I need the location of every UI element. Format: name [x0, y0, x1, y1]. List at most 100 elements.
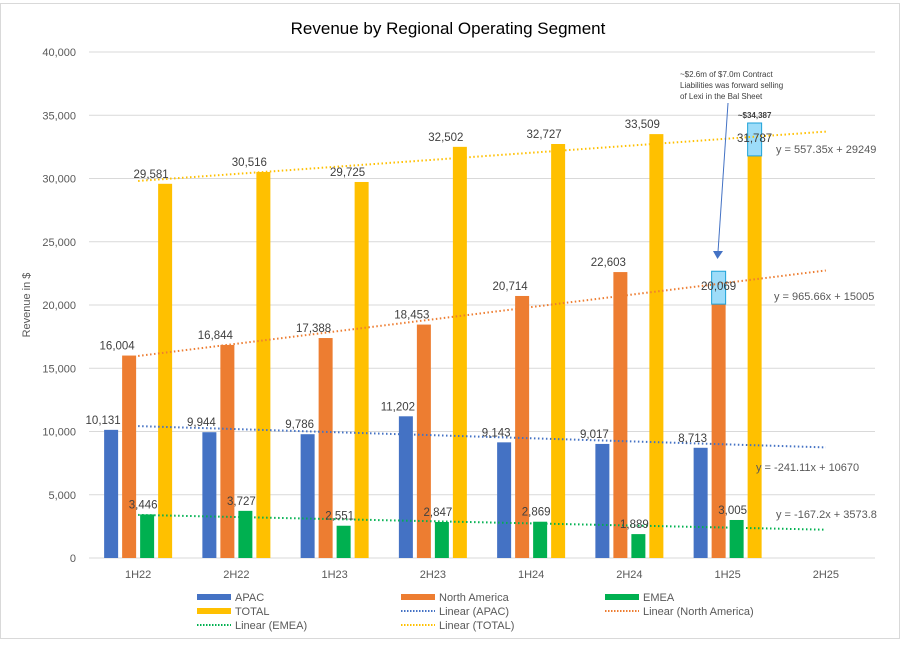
data-label-north-america: 18,453: [394, 310, 429, 322]
annotation-line-2: Liabilities was forward selling: [680, 81, 783, 90]
trendline-equation-total: y = 557.35x + 29249: [776, 144, 876, 156]
bar-apac: [398, 416, 413, 558]
y-tick-label: 0: [70, 553, 76, 565]
x-tick-label: 1H23: [321, 569, 347, 581]
x-tick-label: 2H25: [813, 569, 839, 581]
data-label-apac: 9,944: [187, 417, 216, 429]
bar-apac: [497, 442, 512, 558]
data-label-north-america: 16,004: [100, 341, 136, 353]
annotation: ~$2.6m of $7.0m Contract Liabilities was…: [680, 70, 783, 259]
y-tick-label: 5,000: [48, 490, 76, 502]
trendline-equations: y = -241.11x + 10670 y = 965.66x + 15005 y…: [756, 144, 877, 521]
legend-label: Linear (North America): [643, 606, 754, 618]
data-label-total: 32,727: [527, 129, 562, 141]
data-label-north-america: 22,603: [591, 257, 626, 269]
data-label-emea: 3,005: [718, 505, 747, 517]
trendline-apac: [138, 425, 826, 449]
legend-label: Linear (APAC): [439, 606, 509, 618]
bar-emea: [140, 514, 155, 558]
x-axis-ticks: 1H22 2H22 1H23 2H23 1H24 2H24 1H25 2H25: [125, 569, 839, 581]
highlight-label: ~$34,387: [738, 111, 772, 120]
y-tick-label: 25,000: [42, 237, 76, 249]
data-label-apac: 9,017: [580, 429, 609, 441]
data-label-total: 29,581: [134, 169, 169, 181]
data-label-emea: 2,869: [522, 507, 551, 519]
bar-apac: [693, 447, 708, 558]
data-label-emea: 3,727: [227, 496, 256, 508]
bar-apac: [202, 432, 217, 558]
data-label-apac: 9,786: [285, 419, 314, 431]
data-label-north-america: 20,714: [493, 281, 529, 293]
trendline-total: [138, 130, 826, 182]
bar-total: [649, 134, 664, 558]
data-label-north-america: 17,388: [296, 323, 331, 335]
bar-total: [747, 155, 762, 558]
y-tick-label: 40,000: [42, 47, 76, 59]
legend-label: TOTAL: [235, 606, 269, 618]
data-labels: 10,131 9,944 9,786 11,202 9,143 9,017 8,713 16,…: [86, 119, 773, 531]
bar-north-america: [711, 304, 726, 558]
annotation-line-3: of Lexi in the Bal Sheet: [680, 92, 763, 101]
highlight-box: [711, 270, 727, 305]
data-label-apac: 10,131: [86, 415, 121, 427]
bar-total: [256, 171, 271, 558]
bar-total: [452, 146, 467, 558]
highlight-boxes: ~$34,387: [711, 111, 772, 305]
data-label-north-america: 20,069: [701, 281, 736, 293]
trendline-equation-emea: y = -167.2x + 3573.8: [776, 509, 877, 521]
legend-label: North America: [439, 592, 510, 604]
gridlines: [89, 51, 875, 559]
legend-item-total: TOTAL: [197, 606, 269, 618]
legend-swatch-icon: [197, 608, 231, 614]
chart-title: Revenue by Regional Operating Segment: [291, 19, 606, 38]
bar-north-america: [515, 295, 530, 558]
bar-emea: [631, 534, 646, 558]
x-tick-label: 2H23: [420, 569, 446, 581]
data-label-apac: 11,202: [381, 401, 415, 413]
bar-total: [551, 144, 566, 558]
trendlines: [138, 130, 826, 531]
x-tick-label: 2H22: [223, 569, 249, 581]
legend-label: APAC: [235, 592, 264, 604]
bar-north-america: [416, 324, 431, 558]
x-tick-label: 1H24: [518, 569, 544, 581]
data-label-total: 30,516: [232, 157, 267, 169]
bar-apac: [104, 429, 119, 558]
data-label-emea: 3,446: [129, 499, 158, 511]
bar-emea: [533, 521, 548, 558]
y-tick-label: 35,000: [42, 110, 76, 122]
data-label-emea: 2,551: [325, 511, 354, 523]
x-tick-label: 1H22: [125, 569, 151, 581]
trendline-equation-north-america: y = 965.66x + 15005: [774, 291, 874, 303]
bar-total: [354, 181, 369, 558]
bar-apac: [595, 443, 610, 558]
legend-item-linear-total: Linear (TOTAL): [401, 620, 514, 632]
bar-emea: [729, 519, 744, 558]
legend-label: Linear (TOTAL): [439, 620, 514, 632]
data-label-emea: 2,847: [423, 507, 452, 519]
data-label-total: 33,509: [625, 119, 660, 131]
bar-north-america: [318, 338, 333, 558]
highlight-box: [747, 122, 763, 157]
legend-item-north-america: North America: [401, 592, 510, 604]
data-label-total: 29,725: [330, 167, 365, 179]
x-tick-label: 1H25: [714, 569, 740, 581]
bars: [104, 134, 762, 558]
y-tick-label: 20,000: [42, 300, 76, 312]
legend-swatch-icon: [605, 594, 639, 600]
data-label-apac: 8,713: [678, 433, 707, 445]
y-tick-label: 10,000: [42, 427, 76, 439]
y-axis-label: Revenue in $: [21, 273, 33, 338]
data-label-north-america: 16,844: [198, 330, 234, 342]
legend-item-linear-north-america: Linear (North America): [605, 606, 754, 618]
annotation-arrow-line: [717, 102, 729, 253]
bar-total: [158, 183, 173, 558]
annotation-arrow-head-icon: [713, 251, 723, 259]
y-tick-label: 15,000: [42, 363, 76, 375]
legend-label: EMEA: [643, 592, 675, 604]
legend-item-emea: EMEA: [605, 592, 675, 604]
bar-north-america: [122, 355, 137, 558]
legend: APAC North America EMEA TOTAL Linear (APAC) L…: [197, 592, 754, 632]
